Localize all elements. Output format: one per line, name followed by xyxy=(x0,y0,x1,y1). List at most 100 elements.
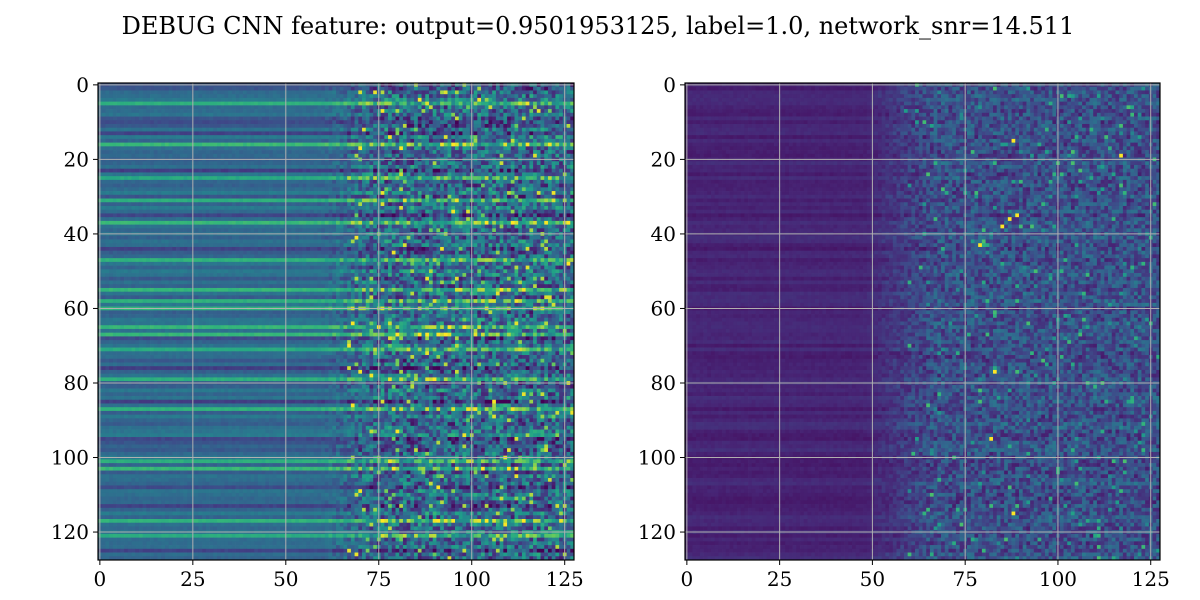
heatmap-cell xyxy=(499,86,504,91)
heatmap-cell xyxy=(414,120,419,125)
heatmap-cell xyxy=(399,116,404,121)
heatmap-cell xyxy=(150,131,155,136)
heatmap-cell xyxy=(306,86,311,91)
heatmap-cell xyxy=(559,213,564,218)
heatmap-cell xyxy=(220,202,225,207)
heatmap-cell xyxy=(362,209,367,214)
heatmap-cell xyxy=(544,205,549,211)
heatmap-cell xyxy=(336,105,341,110)
heatmap-cell xyxy=(317,176,322,181)
heatmap-cell xyxy=(343,153,348,158)
heatmap-cell xyxy=(540,90,545,95)
heatmap-cell xyxy=(287,131,292,136)
heatmap-cell xyxy=(306,191,311,196)
heatmap-cell xyxy=(488,127,493,132)
heatmap-cell xyxy=(198,120,203,125)
heatmap-cell xyxy=(306,135,311,140)
heatmap-cell xyxy=(135,112,140,117)
heatmap-cell xyxy=(120,105,125,110)
heatmap-cell xyxy=(135,179,140,184)
heatmap-cell xyxy=(362,224,367,229)
heatmap-cell xyxy=(484,120,489,125)
heatmap-cell xyxy=(272,150,277,155)
heatmap-cell xyxy=(432,135,437,140)
heatmap-cell xyxy=(105,97,110,102)
heatmap-cell xyxy=(172,109,177,114)
heatmap-cell xyxy=(391,123,396,129)
heatmap-cell xyxy=(555,109,560,114)
heatmap-cell xyxy=(164,176,170,181)
heatmap-cell xyxy=(432,220,437,225)
heatmap-cell xyxy=(421,183,426,188)
heatmap-cell xyxy=(391,131,396,136)
heatmap-cell xyxy=(536,146,541,151)
heatmap-cell xyxy=(328,142,333,147)
heatmap-cell xyxy=(127,97,132,102)
heatmap-cell xyxy=(127,172,132,177)
heatmap-cell xyxy=(358,172,363,177)
heatmap-cell xyxy=(135,172,140,177)
heatmap-cell xyxy=(265,168,270,173)
heatmap-cell xyxy=(235,150,240,155)
heatmap-cell xyxy=(384,172,389,177)
heatmap-cell xyxy=(287,109,292,114)
heatmap-cell xyxy=(243,109,248,114)
heatmap-cell xyxy=(455,142,460,147)
heatmap-cell xyxy=(536,164,541,170)
heatmap-cell xyxy=(138,116,143,121)
heatmap-cell xyxy=(533,123,538,129)
heatmap-cell xyxy=(105,135,110,140)
heatmap-cell xyxy=(414,138,419,143)
heatmap-cell xyxy=(443,94,448,99)
heatmap-cell xyxy=(298,109,303,114)
heatmap-cell xyxy=(458,109,463,114)
heatmap-cell xyxy=(328,194,333,199)
heatmap-cell xyxy=(570,205,575,211)
heatmap-cell xyxy=(261,191,266,196)
heatmap-cell xyxy=(365,224,370,229)
heatmap-cell xyxy=(507,138,512,143)
heatmap-cell xyxy=(499,153,504,158)
heatmap-cell xyxy=(358,164,363,170)
heatmap-cell xyxy=(153,97,158,102)
heatmap-cell xyxy=(492,191,497,196)
heatmap-cell xyxy=(544,142,549,147)
heatmap-cell xyxy=(484,209,489,214)
heatmap-cell xyxy=(239,194,244,199)
heatmap-cell xyxy=(447,164,452,170)
heatmap-cell xyxy=(477,161,482,166)
heatmap-cell xyxy=(280,94,285,99)
heatmap-cell xyxy=(198,153,203,158)
heatmap-cell xyxy=(547,191,553,196)
heatmap-cell xyxy=(105,194,110,199)
heatmap-cell xyxy=(440,183,445,188)
heatmap-cell xyxy=(202,217,207,222)
heatmap-cell xyxy=(176,213,181,218)
heatmap-cell xyxy=(373,97,378,102)
heatmap-cell xyxy=(172,194,177,199)
heatmap-cell xyxy=(172,161,177,166)
heatmap-cell xyxy=(406,220,411,225)
heatmap-cell xyxy=(254,138,259,143)
heatmap-cell xyxy=(555,101,560,106)
heatmap-cell xyxy=(202,120,207,125)
heatmap-cell xyxy=(261,146,266,151)
heatmap-cell xyxy=(176,138,181,143)
heatmap-cell xyxy=(551,198,556,203)
heatmap-cell xyxy=(120,123,125,129)
heatmap-cell xyxy=(380,146,385,151)
heatmap-cell xyxy=(421,198,426,203)
heatmap-cell xyxy=(276,220,281,225)
heatmap-cell xyxy=(436,142,441,147)
heatmap-cell xyxy=(373,131,378,136)
heatmap-cell xyxy=(540,153,545,158)
heatmap-cell xyxy=(131,224,136,229)
heatmap-cell xyxy=(388,138,393,143)
heatmap-cell xyxy=(358,109,363,114)
heatmap-cell xyxy=(473,105,478,110)
heatmap-cell xyxy=(298,168,303,173)
heatmap-cell xyxy=(231,209,236,214)
heatmap-cell xyxy=(164,191,170,196)
heatmap-cell xyxy=(306,224,311,229)
heatmap-cell xyxy=(566,120,571,125)
